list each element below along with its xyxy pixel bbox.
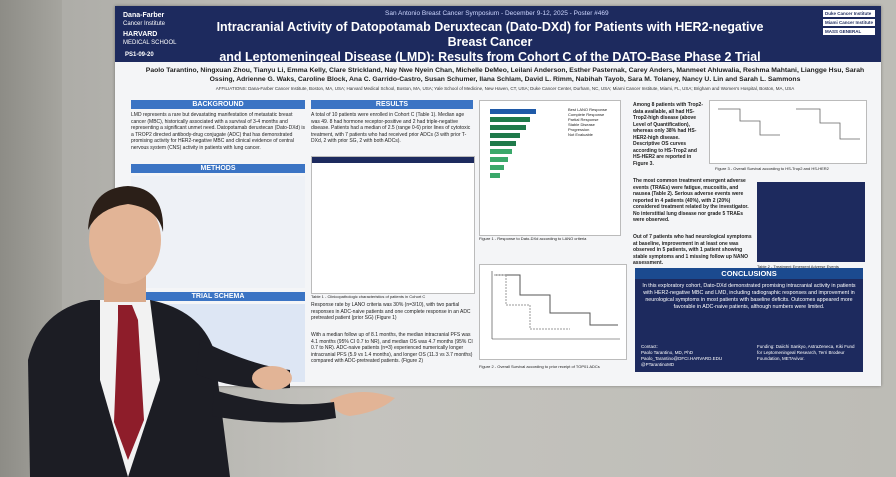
- contact-email: Paolo_Tarantino@DFCI.HARVARD.EDU: [641, 356, 723, 361]
- logo-text: Duke Cancer Institute: [823, 10, 875, 17]
- logo-text: MASS GENERAL: [823, 28, 875, 35]
- results-text: A total of 10 patients were enrolled in …: [311, 112, 471, 144]
- presenter-arm-extended: [212, 390, 336, 423]
- conclusions-panel: CONCLUSIONS In this exploratory cohort, …: [635, 268, 863, 372]
- contact-label: Contact:: [641, 344, 658, 349]
- trial-schema-header: TRIAL SCHEMA: [131, 292, 305, 301]
- waterfall-bar: [490, 149, 512, 154]
- poster-title: Intracranial Activity of Datopotamab Der…: [210, 20, 770, 65]
- logo-text: Cancer Institute: [123, 21, 166, 27]
- title-line: Intracranial Activity of Datopotamab Der…: [216, 20, 764, 49]
- waterfall-bar: [490, 157, 508, 162]
- presenter-tie: [114, 305, 144, 460]
- contact-handle: @PTarantinoMD: [641, 362, 675, 367]
- presenter-hair: [88, 186, 164, 232]
- waterfall-bar: [490, 165, 504, 170]
- contact-block: Contact: Paolo Tarantino, MD, PhD Paolo_…: [641, 344, 741, 368]
- figure-1-legend: Best LANO Response Complete Response Par…: [568, 107, 618, 137]
- trop2-text: Among 8 patients with Trop2-data availab…: [633, 102, 704, 167]
- km-line: [796, 108, 860, 140]
- poster-title-bar: Dana-Farber Cancer Institute HARVARD MED…: [115, 6, 881, 65]
- title-line: and Leptomeningeal Disease (LMD): Result…: [219, 50, 761, 64]
- presenter-face: [89, 196, 161, 284]
- results-text-survival: With a median follow up of 8.1 months, t…: [311, 332, 473, 364]
- meeting-line: San Antonio Breast Cancer Symposium - De…: [385, 10, 609, 17]
- conclusions-header: CONCLUSIONS: [635, 268, 863, 279]
- presenter-hand-right: [330, 391, 395, 416]
- figure-1-waterfall: Best LANO Response Complete Response Par…: [479, 100, 621, 236]
- logo-text: Miami Cancer Institute: [823, 19, 875, 26]
- table-2-caption: Table 2 - Treatment Emergent Adverse Eve…: [757, 264, 839, 269]
- waterfall-bar: [490, 133, 520, 138]
- presenter-hand-left: [252, 366, 292, 390]
- affiliations: AFFILIATIONS: Dana-Farber Cancer Institu…: [215, 86, 795, 91]
- background-header: BACKGROUND: [131, 100, 305, 109]
- legend-item: Stable Disease: [568, 122, 595, 127]
- waterfall-bar: [490, 109, 536, 114]
- figure-3-plot: [718, 108, 860, 140]
- figure-2-caption: Figure 2 - Overall Survival according to…: [479, 364, 600, 369]
- figure-3-km-curves: [709, 100, 867, 164]
- waterfall-bar: [490, 117, 530, 122]
- table-1: [311, 156, 475, 294]
- legend-title: Best LANO Response: [568, 107, 608, 112]
- legend-item: Not Evaluable: [568, 132, 593, 137]
- waterfall-bar: [490, 141, 516, 146]
- logo-text: HARVARD: [123, 31, 158, 38]
- table-2-adverse-events: [757, 182, 865, 262]
- poster-id: PS1-09-20: [125, 52, 154, 58]
- contact-name: Paolo Tarantino, MD, PhD: [641, 350, 693, 355]
- waterfall-bar: [490, 125, 526, 130]
- figure-2-km-curve: [479, 264, 627, 360]
- figure-1-caption: Figure 1 - Response to Dato-DXd accordin…: [479, 236, 587, 241]
- figure-3-caption: Figure 3 - Overall Survival according to…: [715, 166, 829, 171]
- results-header: RESULTS: [311, 100, 473, 109]
- results-text-response: Response rate by LANO criteria was 30% (…: [311, 302, 471, 321]
- legend-item: Partial Response: [568, 117, 599, 122]
- km-line: [718, 108, 780, 136]
- logo-text: MEDICAL SCHOOL: [123, 40, 177, 46]
- funding-text: Funding: Daiichi Sankyo, AstraZeneca, Ki…: [757, 344, 855, 361]
- km-line-adc-naive: [494, 274, 618, 326]
- logo-text: Dana-Farber: [123, 12, 165, 19]
- teae-text: The most common treatment emergent adver…: [633, 178, 749, 223]
- partner-logos: Duke Cancer Institute Miami Cancer Insti…: [823, 10, 875, 37]
- presenter: [28, 186, 395, 477]
- research-poster: Dana-Farber Cancer Institute HARVARD MED…: [115, 6, 881, 386]
- table-1-header-row: [312, 157, 474, 163]
- neuro-text: Out of 7 patients who had neurological s…: [633, 234, 752, 266]
- conclusions-text: In this exploratory cohort, Dato-DXd dem…: [642, 283, 856, 310]
- dana-farber-harvard-logo: Dana-Farber Cancer Institute HARVARD MED…: [123, 12, 203, 47]
- table-1-caption: Table 1 - Clinicopathologic characterist…: [311, 294, 426, 299]
- legend-item: Progression: [568, 127, 590, 132]
- background-text: LMD represents a rare but devastating ma…: [131, 112, 305, 151]
- methods-header: METHODS: [131, 164, 305, 173]
- legend-item: Complete Response: [568, 112, 605, 117]
- km-plot: [491, 271, 620, 340]
- waterfall-bar: [490, 173, 500, 178]
- author-list: Paolo Tarantino, Ningxuan Zhou, Tianyu L…: [145, 67, 865, 83]
- km-line-adc-pretreated: [494, 274, 570, 330]
